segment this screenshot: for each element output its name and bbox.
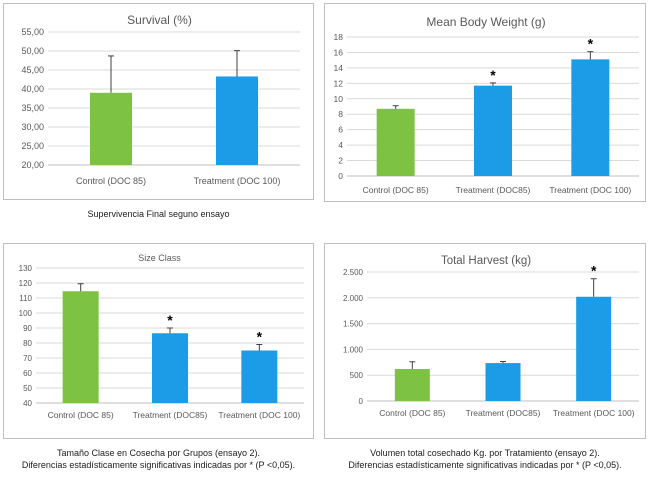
x-category-label: Treatment (DOC85): [466, 408, 541, 418]
y-tick-label: 90: [23, 324, 32, 333]
y-tick-label: 30,00: [21, 122, 44, 132]
chart-title: Size Class: [138, 253, 181, 263]
chart-title: Total Harvest (kg): [441, 255, 531, 267]
y-tick-label: 130: [19, 264, 33, 273]
y-tick-label: 120: [19, 279, 33, 288]
y-tick-label: 14: [334, 63, 344, 73]
y-tick-label: 12: [334, 78, 344, 88]
significance-marker: *: [490, 67, 496, 83]
size-class-caption: Tamaño Clase en Cosecha por Grupos (ensa…: [3, 447, 314, 471]
harvest-chart-panel: Total Harvest (kg) 0 500 1.000 1.500 2.000 2.5…: [324, 243, 646, 439]
bar: [394, 369, 430, 401]
y-tick-label: 80: [23, 339, 32, 348]
y-tick-label: 500: [350, 371, 364, 380]
significance-marker: *: [591, 263, 597, 279]
y-tick-label: 8: [338, 109, 343, 119]
size-class-chart: Size Class 40 50 60 70 80 90 100 110 120 130 Contro…: [19, 253, 304, 420]
bar: [90, 92, 132, 165]
bar: [62, 291, 99, 403]
y-tick-label: 0: [359, 397, 364, 406]
x-category-label: Control (DOC 85): [363, 185, 429, 195]
chart-title: Survival (%): [127, 13, 192, 27]
y-tick-label: 1.000: [343, 345, 364, 354]
y-tick-label: 2.500: [343, 268, 364, 277]
survival-chart: Survival (%) 20,00 25,00 30,00 35,00 40,00 45,…: [21, 13, 300, 186]
y-tick-label: 6: [338, 125, 343, 135]
bar: [485, 363, 521, 401]
x-category-label: Control (DOC 85): [379, 408, 445, 418]
y-tick-label: 45,00: [21, 65, 44, 75]
size-class-caption-line-1: Tamaño Clase en Cosecha por Grupos (ensa…: [56, 448, 261, 458]
y-tick-label: 2: [338, 156, 343, 166]
bar: [576, 296, 612, 401]
x-category-label: Control (DOC 85): [76, 176, 146, 186]
y-tick-label: 55,00: [21, 27, 44, 37]
y-tick-label: 18: [334, 32, 344, 42]
y-tick-label: 40,00: [21, 84, 44, 94]
x-category-label: Treatment (DOC 100): [218, 410, 300, 420]
body-weight-chart-panel: Mean Body Weight (g) 0 2 4 6 8 10 12 14 16 18 Contr…: [324, 3, 646, 202]
x-category-label: Control (DOC 85): [48, 410, 114, 420]
y-tick-label: 20,00: [21, 160, 44, 170]
survival-caption: Supervivencia Final seguno ensayo: [3, 208, 314, 220]
y-tick-label: 70: [23, 354, 32, 363]
harvest-chart: Total Harvest (kg) 0 500 1.000 1.500 2.000 2.5…: [343, 255, 639, 418]
x-category-label: Treatment (DOC 100): [553, 408, 635, 418]
x-category-label: Treatment (DOC85): [456, 185, 531, 195]
bar: [571, 59, 610, 177]
y-tick-label: 25,00: [21, 141, 44, 151]
y-tick-label: 1.500: [343, 320, 364, 329]
y-tick-label: 50: [23, 384, 32, 393]
x-category-label: Treatment (DOC 100): [194, 176, 281, 186]
y-tick-label: 0: [338, 171, 343, 181]
size-class-caption-line-2: Diferencias estadísticamente significati…: [21, 460, 296, 470]
significance-marker: *: [167, 312, 173, 328]
bar: [152, 333, 188, 403]
chart-title: Mean Body Weight (g): [426, 15, 545, 29]
bar: [216, 76, 258, 165]
harvest-caption: Volumen total cosechado Kg. por Tratamie…: [324, 447, 646, 471]
x-category-label: Treatment (DOC 100): [549, 185, 631, 195]
y-tick-label: 60: [23, 369, 32, 378]
body-weight-chart: Mean Body Weight (g) 0 2 4 6 8 10 12 14 16 18 Contr…: [334, 15, 639, 195]
significance-marker: *: [257, 329, 263, 345]
survival-caption-line-1: Supervivencia Final seguno ensayo: [87, 209, 230, 219]
y-tick-label: 16: [334, 47, 344, 57]
survival-chart-panel: Survival (%) 20,00 25,00 30,00 35,00 40,00 45,…: [3, 3, 314, 200]
y-tick-label: 35,00: [21, 103, 44, 113]
y-tick-label: 100: [19, 309, 33, 318]
harvest-caption-line-2: Diferencias estadísticamente significati…: [348, 460, 622, 470]
y-tick-label: 4: [338, 140, 343, 150]
y-tick-label: 50,00: [21, 46, 44, 56]
harvest-caption-line-1: Volumen total cosechado Kg. por Tratamie…: [370, 448, 600, 458]
y-tick-label: 10: [334, 94, 344, 104]
bar: [474, 85, 512, 176]
y-tick-label: 40: [23, 399, 32, 408]
y-tick-label: 2.000: [343, 294, 364, 303]
significance-marker: *: [588, 36, 594, 52]
x-category-label: Treatment (DOC85): [133, 410, 208, 420]
y-tick-label: 110: [19, 294, 32, 303]
bar: [376, 108, 415, 176]
bar: [241, 350, 278, 403]
size-class-chart-panel: Size Class 40 50 60 70 80 90 100 110 120 130 Contro…: [3, 243, 314, 439]
